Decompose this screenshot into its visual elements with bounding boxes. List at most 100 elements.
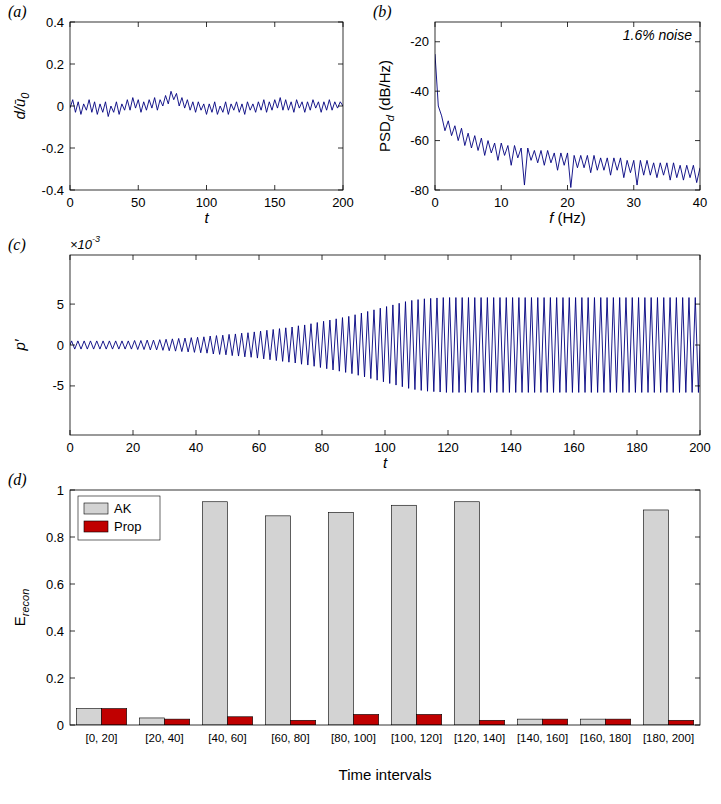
- category-label: [40, 60]: [208, 732, 246, 744]
- panel-label: (a): [8, 3, 27, 21]
- y-tick-label: 0.4: [46, 624, 64, 639]
- x-axis-label: t: [204, 209, 209, 226]
- x-tick-label: 100: [196, 195, 218, 210]
- y-tick-label: -5: [52, 378, 64, 393]
- frame: [70, 490, 700, 725]
- bar: [669, 720, 694, 725]
- legend-swatch: [84, 521, 108, 532]
- x-tick-label: 40: [693, 195, 707, 210]
- x-tick: [700, 185, 701, 190]
- y-tick: [695, 631, 700, 632]
- y-axis-label-part: PSD: [376, 121, 393, 152]
- y-tick: [695, 140, 700, 141]
- y-tick-label: 5: [57, 297, 64, 312]
- y-tick: [70, 148, 75, 149]
- x-tick: [322, 430, 323, 435]
- y-tick: [695, 190, 700, 191]
- y-axis-label-part: p′: [11, 338, 28, 351]
- plot-area: [70, 255, 700, 435]
- y-tick: [70, 304, 75, 305]
- y-tick: [338, 148, 343, 149]
- y-tick-label: 0: [57, 718, 64, 733]
- y-tick: [695, 490, 700, 491]
- frame: [70, 22, 343, 190]
- x-tick: [511, 430, 512, 435]
- axis-multiplier: ×10-3: [70, 234, 100, 252]
- frame: [70, 255, 700, 435]
- y-tick-label: -60: [410, 133, 429, 148]
- y-tick-label: 0: [57, 99, 64, 114]
- category-label: [100, 120]: [391, 732, 442, 744]
- y-tick: [70, 106, 75, 107]
- legend: AKProp: [78, 496, 160, 540]
- bar: [606, 719, 631, 725]
- bar: [354, 714, 379, 725]
- y-tick: [435, 41, 440, 42]
- x-tick: [274, 22, 275, 27]
- y-tick-label: -20: [410, 34, 429, 49]
- x-tick: [385, 430, 386, 435]
- y-tick: [70, 678, 75, 679]
- x-tick-label: 200: [332, 195, 354, 210]
- x-tick: [633, 185, 634, 190]
- y-tick: [70, 584, 75, 585]
- y-tick: [695, 345, 700, 346]
- category-label: [80, 100]: [331, 732, 376, 744]
- x-tick: [206, 185, 207, 190]
- bar: [202, 502, 227, 725]
- x-tick-label: 0: [66, 440, 73, 455]
- x-axis-label-part: t: [383, 454, 388, 471]
- y-tick: [695, 725, 700, 726]
- category-label: [140, 160]: [517, 732, 568, 744]
- x-tick: [448, 430, 449, 435]
- bar: [543, 719, 568, 725]
- y-tick: [435, 140, 440, 141]
- bar: [391, 505, 416, 725]
- y-tick: [695, 584, 700, 585]
- x-tick-label: 0: [431, 195, 438, 210]
- data-line: [435, 54, 700, 187]
- plot-area: [70, 22, 343, 190]
- y-tick: [338, 190, 343, 191]
- y-tick-label: -0.4: [42, 183, 64, 198]
- y-tick: [695, 304, 700, 305]
- x-axis-label: f (Hz): [549, 209, 586, 226]
- bar: [643, 510, 668, 725]
- axis-multiplier-part: -3: [92, 234, 100, 244]
- panel: -0.4-0.200.20.4050100150200td/ū0(a): [8, 3, 354, 226]
- x-tick: [70, 430, 71, 435]
- x-tick: [567, 185, 568, 190]
- x-tick: [501, 22, 502, 27]
- x-axis-label-part: Time intervals: [339, 766, 432, 783]
- x-axis-label-part: (Hz): [553, 209, 586, 226]
- y-axis-label-part: 0: [19, 92, 31, 99]
- panel: -80-60-40-20010203040f (Hz)PSDd (dB/Hz)(…: [373, 3, 707, 226]
- x-tick: [448, 255, 449, 260]
- x-tick: [70, 185, 71, 190]
- x-tick: [637, 430, 638, 435]
- y-axis-label-part: (dB/Hz): [376, 60, 393, 115]
- panel-label: (c): [8, 236, 26, 254]
- bar: [165, 719, 190, 725]
- bar: [328, 512, 353, 725]
- bar: [454, 502, 479, 725]
- category-label: [160, 180]: [580, 732, 631, 744]
- bar: [517, 719, 542, 725]
- x-tick: [206, 22, 207, 27]
- y-tick: [695, 41, 700, 42]
- y-tick-label: 0.2: [46, 57, 64, 72]
- category-label: [0, 20]: [86, 732, 118, 744]
- x-tick: [574, 255, 575, 260]
- x-tick: [274, 185, 275, 190]
- x-tick: [435, 22, 436, 27]
- y-axis-label: d/ū0: [11, 92, 31, 120]
- y-tick-label: 0.2: [46, 671, 64, 686]
- y-tick: [338, 64, 343, 65]
- y-tick: [338, 106, 343, 107]
- data-group: [70, 298, 700, 393]
- panel-label: (b): [373, 3, 392, 21]
- x-axis-label: t: [383, 454, 388, 471]
- bar: [102, 709, 127, 725]
- x-tick: [133, 255, 134, 260]
- axis-multiplier-part: ×10: [70, 237, 93, 252]
